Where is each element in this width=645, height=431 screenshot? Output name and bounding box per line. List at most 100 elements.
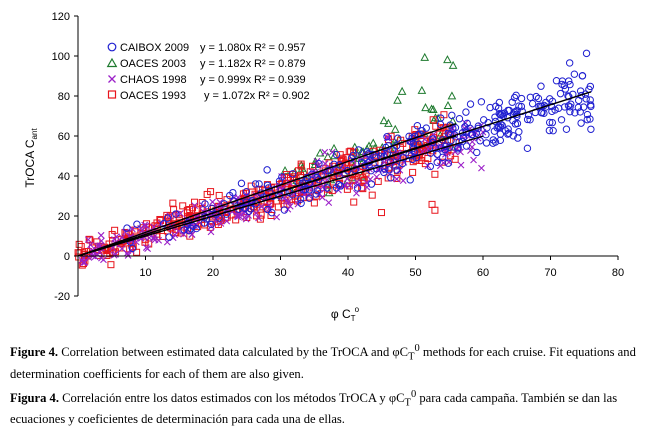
data-point	[305, 194, 314, 202]
data-point	[455, 115, 464, 123]
data-point	[436, 114, 445, 122]
data-point	[578, 72, 587, 80]
data-point	[179, 202, 187, 210]
data-point	[526, 116, 534, 124]
data-point	[334, 180, 343, 189]
data-point	[431, 206, 439, 214]
data-point	[486, 103, 494, 112]
legend-label: CAIBOX 2009	[120, 42, 189, 54]
data-point	[393, 166, 401, 174]
data-point	[492, 102, 500, 111]
data-point	[411, 126, 419, 134]
data-point	[582, 95, 590, 103]
data-point	[235, 210, 243, 218]
data-point	[296, 195, 305, 203]
data-point	[353, 184, 362, 192]
data-point	[574, 96, 583, 105]
data-point	[508, 98, 516, 106]
data-point	[289, 170, 297, 178]
data-point	[549, 126, 557, 135]
data-point	[393, 95, 402, 104]
data-point	[489, 136, 497, 144]
data-point	[558, 80, 566, 89]
legend-equation: y = 0.999x	[200, 74, 252, 86]
data-point	[345, 182, 353, 190]
caption-en-pre: Correlation between estimated data calcu…	[58, 345, 409, 360]
data-point	[444, 159, 452, 167]
data-point	[203, 190, 211, 198]
data-point	[579, 103, 588, 111]
data-point	[163, 214, 172, 222]
data-point	[420, 52, 430, 61]
data-point	[229, 188, 237, 197]
data-point	[509, 132, 517, 140]
data-point	[280, 166, 290, 175]
legend-entry-caibox-2009: CAIBOX 2009 y = 1.080x R² = 0.957	[107, 42, 306, 54]
data-point	[155, 237, 163, 244]
data-point	[393, 175, 401, 183]
y-tick-label: 100	[52, 51, 70, 63]
data-point	[397, 86, 407, 95]
data-point	[523, 144, 532, 153]
x-tick-label: 10	[139, 267, 151, 279]
data-point	[172, 210, 180, 218]
x-tick-label: 80	[612, 267, 624, 279]
legend-marker-triangle	[106, 57, 118, 68]
data-point	[564, 102, 573, 110]
data-point	[128, 244, 137, 253]
data-point	[258, 203, 265, 210]
data-point	[407, 138, 415, 146]
legend-r2: R² = 0.939	[254, 74, 306, 86]
caption-spanish: Figura 4. Correlación entre los datos es…	[10, 386, 638, 429]
legend-entry-oaces-2003: OACES 2003 y = 1.182x R² = 0.879	[106, 57, 306, 70]
data-point	[536, 102, 545, 110]
data-point	[571, 109, 579, 117]
data-point	[457, 161, 465, 169]
y-tick-label: -20	[54, 291, 70, 303]
data-point	[133, 220, 141, 228]
data-point	[335, 161, 344, 169]
data-point	[409, 139, 418, 148]
legend-r2: R² = 0.879	[254, 58, 306, 70]
legend-marker-circle	[107, 42, 117, 52]
caption-es-pre: Correlación entre los datos estimados co…	[58, 390, 405, 405]
data-point	[448, 111, 456, 120]
data-point	[350, 198, 358, 206]
y-tick-label: 80	[58, 91, 70, 103]
data-point	[565, 59, 574, 67]
data-point	[123, 224, 131, 232]
data-point	[98, 237, 105, 245]
legend-label: CHAOS 1998	[120, 74, 187, 86]
data-point	[381, 165, 389, 173]
data-point	[552, 77, 561, 85]
data-point	[457, 148, 464, 156]
data-point	[451, 155, 459, 163]
data-point	[85, 235, 93, 243]
legend-marker-x	[108, 75, 116, 83]
data-point	[159, 220, 168, 228]
data-point	[504, 125, 512, 133]
data-point	[443, 100, 453, 110]
data-point	[321, 148, 329, 156]
data-point	[466, 100, 475, 108]
data-point	[548, 118, 557, 127]
caption-en-label: Figure 4.	[10, 345, 59, 360]
data-point	[439, 153, 447, 162]
x-tick-label: 20	[207, 267, 219, 279]
data-point	[295, 167, 303, 175]
caption-es-sub: T	[404, 397, 411, 409]
data-point	[189, 222, 197, 230]
data-point	[373, 173, 381, 181]
data-point	[577, 119, 585, 127]
data-point	[468, 143, 476, 151]
data-point	[409, 168, 417, 176]
data-point	[328, 148, 336, 156]
data-point	[358, 184, 366, 192]
data-point	[484, 119, 492, 127]
y-tick-label: 120	[52, 11, 70, 23]
data-point	[390, 124, 400, 133]
data-point	[562, 125, 571, 133]
data-point	[517, 102, 526, 111]
data-point	[512, 107, 520, 116]
data-point	[458, 129, 467, 137]
